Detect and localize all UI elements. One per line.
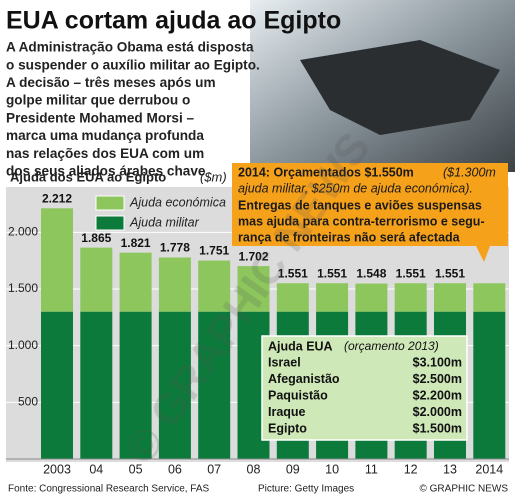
x-tick-label: 09 bbox=[286, 462, 300, 476]
legend-swatch bbox=[95, 195, 125, 211]
source: Fonte: Congressional Research Service, F… bbox=[8, 484, 210, 495]
bar-segment bbox=[276, 283, 309, 312]
subtitle-line: dos seus aliados árabes chave bbox=[6, 163, 206, 178]
callout-box bbox=[232, 163, 508, 262]
bar-segment bbox=[41, 208, 73, 312]
y-tick-label: 1.500 bbox=[8, 281, 38, 295]
table-country: Paquistão bbox=[268, 388, 328, 402]
x-tick-label: 10 bbox=[325, 462, 339, 476]
table-amount: $2.200m bbox=[413, 388, 462, 402]
total-label: 2.212 bbox=[42, 191, 72, 205]
callout-headline: 2014: Orçamentados $1.550m bbox=[238, 165, 414, 179]
table-amount: $2.500m bbox=[413, 372, 462, 386]
callout-body: rança de fronteiras não será afectada bbox=[238, 230, 461, 244]
total-label: 1.778 bbox=[160, 241, 190, 255]
table-box bbox=[261, 335, 468, 441]
table-title: Ajuda EUA bbox=[268, 339, 333, 353]
callout-note: ajuda militar, $250m de ajuda económica)… bbox=[238, 181, 473, 195]
subtitle-line: nas relações dos EUA com um bbox=[6, 146, 204, 161]
x-tick-label: 06 bbox=[168, 462, 182, 476]
subtitle-line: A decisão – três meses após um bbox=[6, 75, 216, 90]
table-amount: $3.100m bbox=[413, 355, 462, 369]
bar-segment bbox=[473, 283, 506, 312]
subtitle-line: Presidente Mohamed Morsi – bbox=[6, 110, 195, 125]
table-country: Egipto bbox=[268, 421, 307, 435]
bar-segment bbox=[41, 311, 73, 459]
bar-segment bbox=[80, 247, 113, 312]
total-label: 1.551 bbox=[396, 266, 426, 280]
bar-segment bbox=[198, 311, 231, 459]
total-label: 1.702 bbox=[238, 249, 268, 263]
bar-segment bbox=[316, 283, 349, 312]
x-tick-label: 13 bbox=[443, 462, 457, 476]
helicopter bbox=[300, 40, 500, 135]
bar-segment bbox=[158, 257, 191, 312]
bar-segment bbox=[355, 283, 388, 312]
legend-label: Ajuda económica bbox=[129, 195, 226, 209]
credit: © GRAPHIC NEWS bbox=[420, 484, 509, 495]
subtitle-line: o suspender o auxílio militar ao Egipto. bbox=[6, 57, 260, 72]
subtitle-line: golpe militar que derrubou o bbox=[6, 93, 190, 108]
bar-segment bbox=[198, 260, 231, 312]
table-amount: $1.500m bbox=[413, 421, 462, 435]
x-tick-label: 07 bbox=[207, 462, 221, 476]
callout-body: mas ajuda para contra-terrorismo e segu- bbox=[238, 214, 485, 228]
total-label: 1.551 bbox=[435, 266, 465, 280]
y-tick-label: 500 bbox=[18, 395, 38, 409]
bar-segment bbox=[119, 252, 152, 312]
x-tick-label: 08 bbox=[247, 462, 261, 476]
y-tick-label: 1.000 bbox=[8, 338, 38, 352]
total-label: 1.751 bbox=[199, 244, 229, 258]
total-label: 1.548 bbox=[356, 267, 386, 281]
legend-label: Ajuda militar bbox=[129, 215, 200, 229]
bar-segment bbox=[473, 311, 506, 459]
subtitle-line: marca uma mudança profunda bbox=[6, 128, 204, 143]
legend-swatch bbox=[95, 215, 125, 231]
bar-segment bbox=[158, 311, 191, 459]
total-label: 1.551 bbox=[278, 266, 308, 280]
x-tick-label: 12 bbox=[404, 462, 418, 476]
chart-unit: ($m) bbox=[200, 169, 227, 184]
y-tick-label: 2.000 bbox=[8, 225, 38, 239]
bar-segment bbox=[434, 283, 466, 312]
table-country: Israel bbox=[268, 355, 301, 369]
callout-note: ($1.300m bbox=[443, 165, 496, 179]
table-subtitle: (orçamento 2013) bbox=[344, 339, 439, 353]
total-label: 1.821 bbox=[121, 236, 151, 250]
table-country: Afeganistão bbox=[268, 372, 340, 386]
x-tick-label: 11 bbox=[365, 462, 378, 476]
chart-title: Ajuda dos EUA ao Egipto bbox=[10, 169, 166, 184]
picture-credit: Picture: Getty Images bbox=[258, 484, 354, 495]
x-tick-label: 05 bbox=[129, 462, 143, 476]
table-country: Iraque bbox=[268, 405, 306, 419]
bar-segment bbox=[119, 311, 152, 459]
title: EUA cortam ajuda ao Egipto bbox=[6, 7, 341, 35]
x-tick-label: 2003 bbox=[43, 462, 71, 476]
subtitle-line: A Administração Obama está disposta bbox=[6, 40, 254, 55]
bar-segment bbox=[394, 283, 427, 312]
x-tick-label: 2014 bbox=[475, 462, 503, 476]
bar-segment bbox=[80, 311, 113, 459]
callout-body: Entregas de tanques e aviões suspensas bbox=[238, 198, 482, 212]
x-tick-label: 04 bbox=[89, 462, 103, 476]
total-label: 1.551 bbox=[317, 266, 347, 280]
table-amount: $2.000m bbox=[413, 405, 462, 419]
bar-segment bbox=[237, 266, 270, 312]
total-label: 1.865 bbox=[81, 231, 111, 245]
